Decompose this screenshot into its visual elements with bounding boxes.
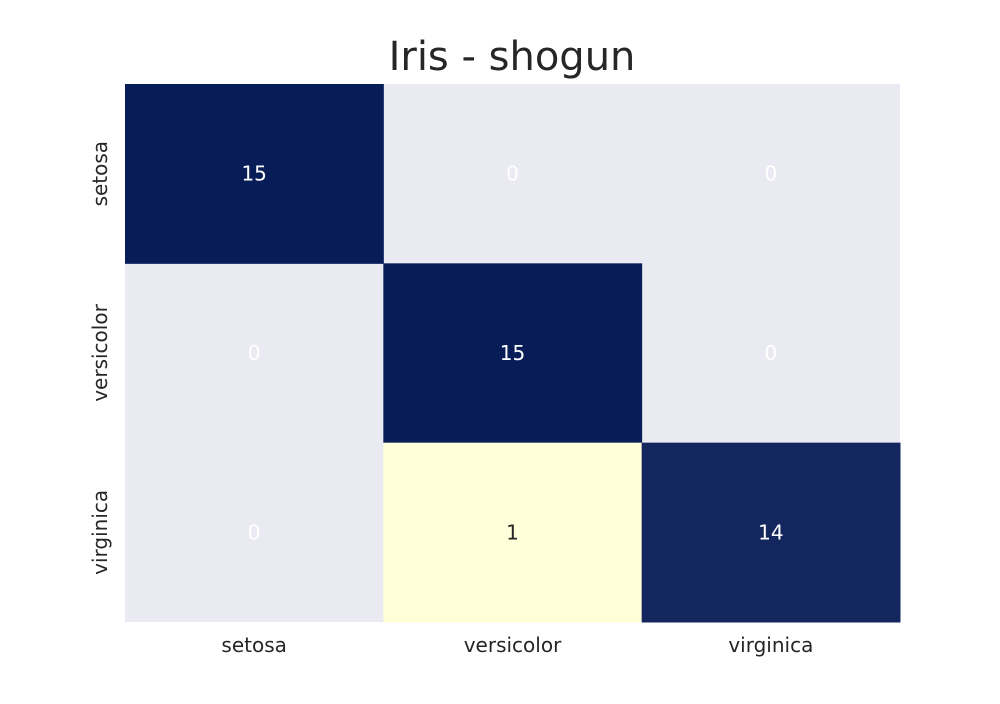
chart-title: Iris - shogun xyxy=(389,34,636,80)
cell-label-1-0: 0 xyxy=(248,341,261,365)
heatmap-cells xyxy=(125,84,901,623)
y-tick-label-virginica: virginica xyxy=(88,490,112,575)
y-axis-tick-labels: setosa versicolor virginica xyxy=(88,141,112,575)
cell-label-2-2: 14 xyxy=(758,520,783,544)
cell-label-0-2: 0 xyxy=(764,162,777,186)
heatmap-cell-2-2 xyxy=(641,442,901,623)
x-tick-label-virginica: virginica xyxy=(728,633,813,657)
x-axis-tick-labels: setosa versicolor virginica xyxy=(221,633,813,657)
heatmap-cell-labels: 15 0 0 0 15 0 0 1 14 xyxy=(241,162,783,545)
y-tick-label-versicolor: versicolor xyxy=(88,303,112,401)
heatmap-cell-2-1 xyxy=(383,442,643,623)
heatmap-cell-0-0 xyxy=(125,84,384,264)
cell-label-1-2: 0 xyxy=(764,341,777,365)
x-tick-label-setosa: setosa xyxy=(221,633,286,657)
y-tick-label-setosa: setosa xyxy=(88,141,112,206)
cell-label-0-1: 0 xyxy=(506,162,519,186)
cell-label-2-0: 0 xyxy=(248,520,261,544)
cell-label-1-1: 15 xyxy=(500,341,525,365)
heatmap-cell-1-1 xyxy=(383,263,643,444)
cell-label-2-1: 1 xyxy=(506,520,519,544)
cell-label-0-0: 15 xyxy=(241,162,266,186)
x-tick-label-versicolor: versicolor xyxy=(464,633,562,657)
